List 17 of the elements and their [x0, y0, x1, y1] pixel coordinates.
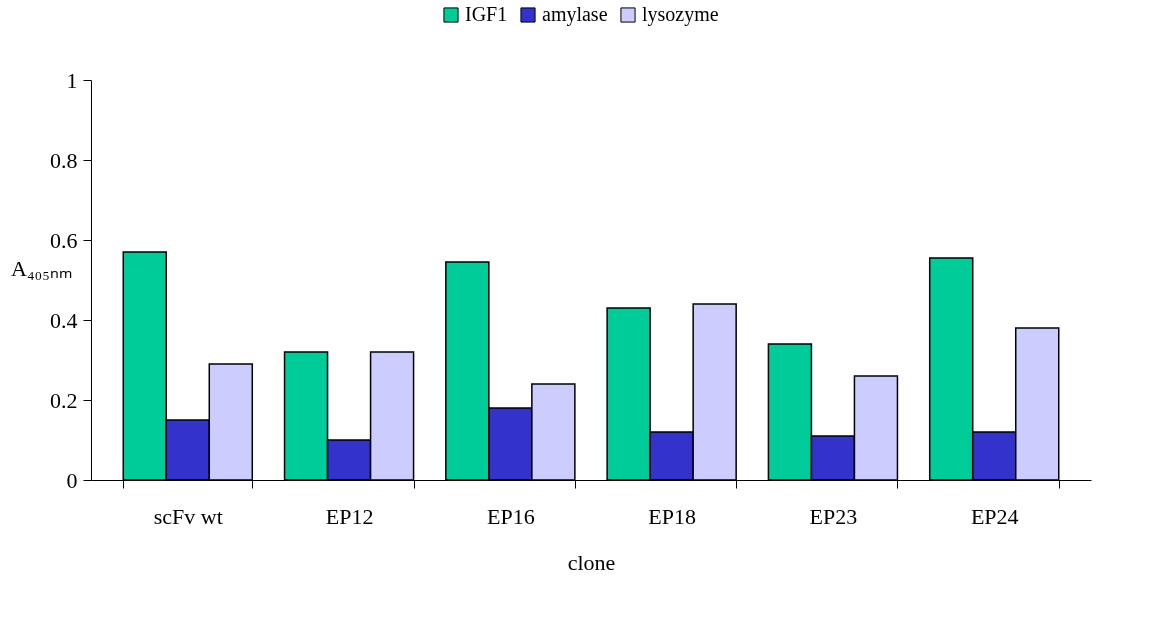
x-axis-title: clone	[567, 549, 616, 575]
y-tick-label: 0.6	[50, 227, 78, 253]
x-tick-label: EP12	[325, 503, 374, 529]
x-tick-label: EP16	[487, 503, 535, 529]
y-axis-title: A₄₀₅ₙₘ	[11, 255, 72, 281]
x-tick-label: EP18	[648, 503, 696, 529]
y-tick-label: 0.4	[50, 307, 78, 333]
y-tick-label: 0.8	[50, 147, 78, 173]
y-tick-label: 0	[66, 467, 78, 493]
legend-label: amylase	[542, 3, 608, 26]
x-tick-label: EP24	[970, 503, 1019, 529]
x-tick-label: scFv wt	[153, 503, 223, 529]
x-tick-label: EP23	[809, 503, 858, 529]
legend-label: lysozyme	[642, 3, 719, 26]
y-tick-label: 0.2	[50, 387, 78, 413]
y-tick-label: 1	[66, 67, 78, 93]
legend-label: IGF1	[465, 3, 508, 25]
